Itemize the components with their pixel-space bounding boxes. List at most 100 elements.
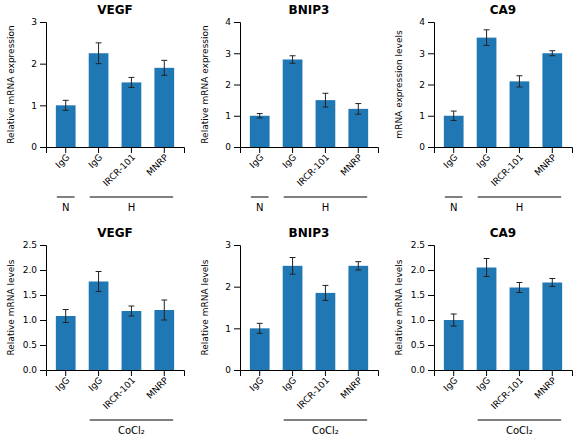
figure: 0123IgGIgGIRCR-101MNRPVEGFRelative mRNA …	[0, 0, 582, 446]
tick-mark	[259, 370, 260, 376]
bar	[89, 53, 109, 147]
tick-label: MNRP	[339, 375, 365, 401]
title: CA9	[490, 226, 516, 240]
error-line	[486, 259, 487, 277]
y-axis-title: Relative mRNA levels	[6, 259, 16, 355]
tick-label: 3	[225, 240, 231, 250]
tick-label: IgG	[54, 152, 72, 170]
panel: 01234IgGIgGIRCR-101MNRPCA9mRNA expressio…	[394, 3, 573, 213]
y-axis-title: Relative mRNA expression	[200, 25, 210, 143]
error-line	[164, 300, 165, 320]
axis-line	[40, 23, 47, 148]
bar	[348, 109, 368, 147]
y-axis: 0.00.51.01.52.02.5	[411, 240, 435, 375]
bar	[250, 116, 270, 147]
error-line	[486, 30, 487, 46]
tick-label: 2.5	[23, 240, 37, 250]
error-line	[358, 262, 359, 270]
tick-mark	[428, 245, 434, 246]
bar	[316, 100, 336, 147]
title: CA9	[490, 3, 516, 17]
tick-label: 2	[225, 80, 231, 90]
x-tick: IgG	[87, 147, 105, 170]
y-tick: 1.0	[411, 315, 434, 325]
group-label: N	[62, 202, 69, 213]
plot-area	[444, 259, 562, 371]
tick-mark	[486, 370, 487, 376]
tick-mark	[552, 147, 553, 153]
x-tick: IgG	[281, 147, 299, 170]
tick-mark	[40, 105, 46, 106]
y-tick: 4	[225, 17, 240, 27]
tick-mark	[40, 22, 46, 23]
group-bracket	[251, 197, 269, 198]
tick-label: 0	[225, 142, 231, 152]
tick-mark	[292, 370, 293, 376]
tick-label: 4	[225, 17, 231, 27]
error-bar	[355, 104, 361, 115]
y-tick: 2	[419, 80, 434, 90]
tick-label: IgG	[281, 375, 299, 393]
panel: 0.00.51.01.52.02.5IgGIgGIRCR-101MNRPCA9R…	[394, 226, 573, 436]
error-line	[325, 285, 326, 300]
error-cap	[451, 326, 457, 327]
tick-mark	[98, 370, 99, 376]
error-line	[519, 283, 520, 293]
y-tick: 4	[419, 17, 434, 27]
group-label: H	[322, 202, 330, 213]
axis-line	[40, 246, 47, 371]
error-cap	[161, 300, 167, 301]
y-tick: 3	[225, 240, 240, 250]
error-cap	[516, 282, 522, 283]
tick-label: 0	[419, 142, 425, 152]
tick-mark	[98, 147, 99, 153]
y-axis: 01234	[225, 17, 240, 152]
error-bar	[257, 323, 263, 333]
tick-label: 1.5	[411, 290, 425, 300]
tick-mark	[428, 147, 434, 148]
error-cap	[322, 93, 328, 94]
tick-label: 2	[419, 80, 425, 90]
error-cap	[161, 60, 167, 61]
y-tick: 3	[31, 17, 46, 27]
y-tick: 2.5	[23, 240, 46, 250]
x-tick: MNRP	[339, 370, 365, 401]
error-bar	[451, 111, 457, 120]
error-cap	[96, 291, 102, 292]
tick-mark	[40, 147, 46, 148]
tick-mark	[234, 245, 240, 246]
error-bar	[516, 76, 522, 87]
error-cap	[549, 50, 555, 51]
error-cap	[451, 314, 457, 315]
error-cap	[290, 55, 296, 56]
tick-mark	[428, 270, 434, 271]
error-line	[292, 56, 293, 64]
error-cap	[549, 286, 555, 287]
x-tick: IRCR-101	[295, 370, 331, 411]
y-tick: 1	[31, 101, 46, 111]
group-bracket	[57, 197, 75, 198]
tick-label: 3	[225, 49, 231, 59]
x-tick: IRCR-101	[101, 147, 137, 188]
tick-label: 0.0	[23, 365, 38, 375]
error-line	[325, 93, 326, 107]
x-tick: IgG	[54, 370, 72, 393]
y-tick: 0.0	[411, 365, 434, 375]
error-cap	[63, 309, 69, 310]
tick-mark	[428, 116, 434, 117]
title: VEGF	[97, 3, 133, 17]
error-bar	[161, 300, 167, 320]
group-label: CoCl₂	[506, 425, 533, 436]
tick-label: IgG	[87, 152, 105, 170]
title: BNIP3	[289, 3, 330, 17]
tick-label: IRCR-101	[295, 152, 331, 188]
error-bar	[257, 114, 263, 118]
error-cap	[161, 75, 167, 76]
x-tick: IRCR-101	[101, 370, 137, 411]
tick-mark	[40, 370, 46, 371]
tick-mark	[486, 147, 487, 153]
tick-mark	[358, 370, 359, 376]
error-cap	[128, 316, 134, 317]
tick-label: 0.0	[411, 365, 426, 375]
error-cap	[128, 77, 134, 78]
